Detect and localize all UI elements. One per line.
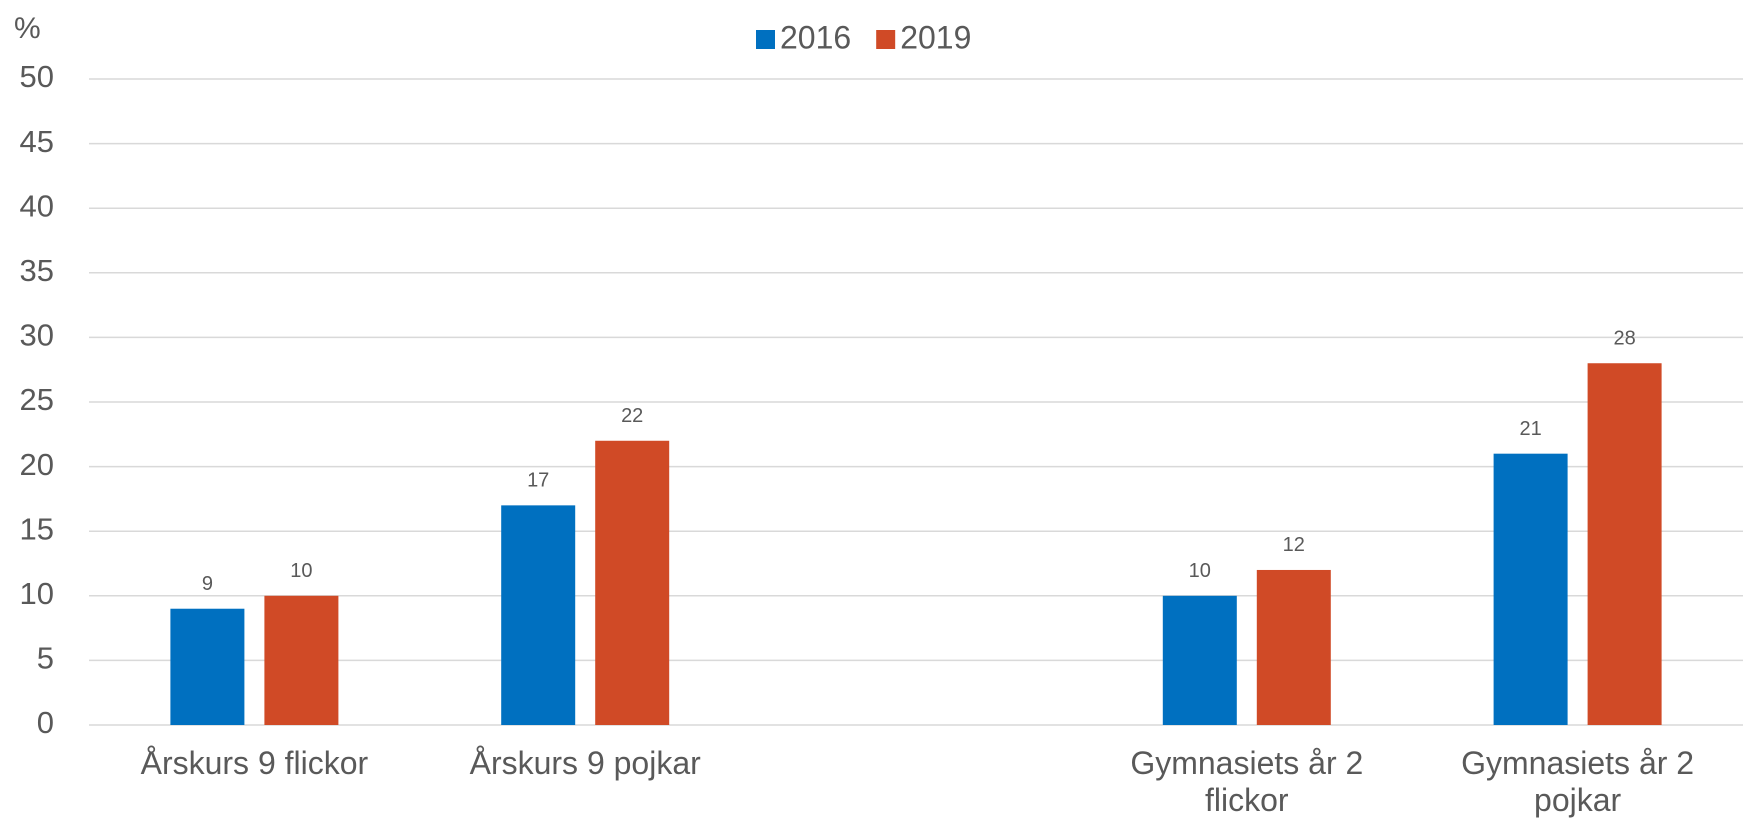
bar — [1587, 363, 1662, 725]
y-tick-label: 35 — [20, 253, 54, 288]
y-tick-label: 45 — [20, 124, 54, 159]
data-label: 9 — [202, 573, 213, 595]
x-tick-label: Gymnasiets år 2 pojkar — [1461, 745, 1695, 818]
y-tick-label: 5 — [37, 641, 54, 676]
data-label: 10 — [290, 560, 312, 582]
y-tick-label: 0 — [37, 705, 54, 740]
legend-swatch — [876, 30, 896, 49]
bar — [501, 505, 576, 725]
y-tick-label: 10 — [20, 576, 54, 611]
x-tick-label: Årskurs 9 pojkar — [469, 745, 701, 781]
bar — [1162, 595, 1237, 725]
legend-label: 2019 — [900, 19, 971, 55]
data-label: 12 — [1283, 534, 1305, 556]
y-tick-label: 40 — [20, 188, 54, 223]
y-tick-label: 20 — [20, 447, 54, 482]
bar — [264, 595, 339, 725]
y-tick-label: 25 — [20, 382, 54, 417]
data-label: 21 — [1519, 418, 1541, 440]
data-label: 17 — [527, 470, 549, 492]
y-tick-label: 30 — [20, 318, 54, 353]
y-unit-label: % — [14, 12, 41, 45]
y-tick-label: 15 — [20, 511, 54, 546]
bar — [170, 608, 245, 725]
y-tick-label: 50 — [20, 59, 54, 94]
legend-label: 2016 — [780, 19, 851, 55]
x-tick-label: Gymnasiets år 2 flickor — [1130, 745, 1364, 818]
data-label: 10 — [1189, 560, 1211, 582]
bar — [1493, 453, 1568, 725]
legend-swatch — [756, 30, 775, 49]
data-label: 28 — [1613, 328, 1635, 350]
data-label: 22 — [621, 405, 643, 427]
bar — [595, 440, 670, 725]
x-tick-label: Årskurs 9 flickor — [140, 745, 369, 781]
bar — [1256, 569, 1331, 725]
